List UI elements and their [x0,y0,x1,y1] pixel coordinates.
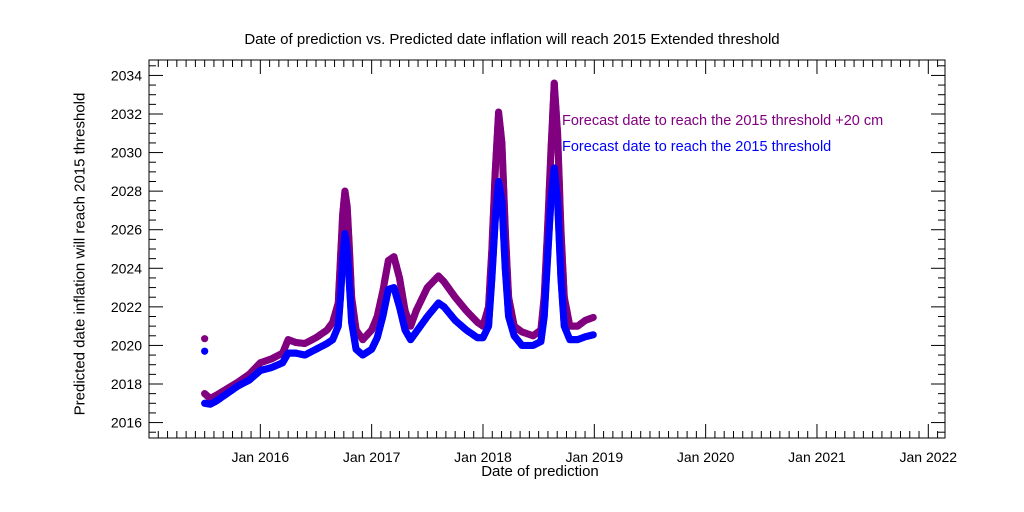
series-plus20-points [201,79,597,403]
x-tick-label: Jan 2020 [677,449,735,465]
y-axis-label: Predicted date inflation will reach 2015… [71,92,89,416]
data-points [201,79,597,408]
x-axis-ticks: Jan 2016 Jan 2017 Jan 2018 Jan 2019 Jan 2020… [148,60,957,465]
x-tick-label: Jan 2019 [566,449,624,465]
data-point [589,313,597,322]
x-axis-label: Date of prediction [481,463,599,480]
y-tick-label: 2018 [111,376,142,392]
y-tick-label: 2032 [111,106,142,122]
x-tick-label: Jan 2022 [899,449,957,465]
y-tick-label: 2030 [111,145,142,161]
y-tick-label: 2016 [111,415,142,431]
y-tick-label: 2026 [111,222,142,238]
x-tick-label: Jan 2018 [454,449,512,465]
y-tick-label: 2020 [111,337,142,353]
legend-series-base: Forecast date to reach the 2015 threshol… [562,139,832,155]
data-point [589,331,597,339]
y-tick-label: 2028 [111,183,142,199]
data-point [201,347,209,355]
x-tick-label: Jan 2017 [343,449,401,465]
series-base-points [201,164,597,408]
data-point [201,335,209,343]
y-tick-label: 2022 [111,299,142,315]
chart-title: Date of prediction vs. Predicted date in… [244,31,780,48]
legend-series-plus20: Forecast date to reach the 2015 threshol… [562,113,884,129]
y-tick-label: 2024 [111,260,142,276]
x-tick-label: Jan 2016 [232,449,290,465]
y-axis-ticks: 2016 2018 2020 2022 2024 2026 2028 2030 2032 2034 [111,65,945,433]
x-tick-label: Jan 2021 [788,449,846,465]
y-tick-label: 2034 [111,67,142,83]
